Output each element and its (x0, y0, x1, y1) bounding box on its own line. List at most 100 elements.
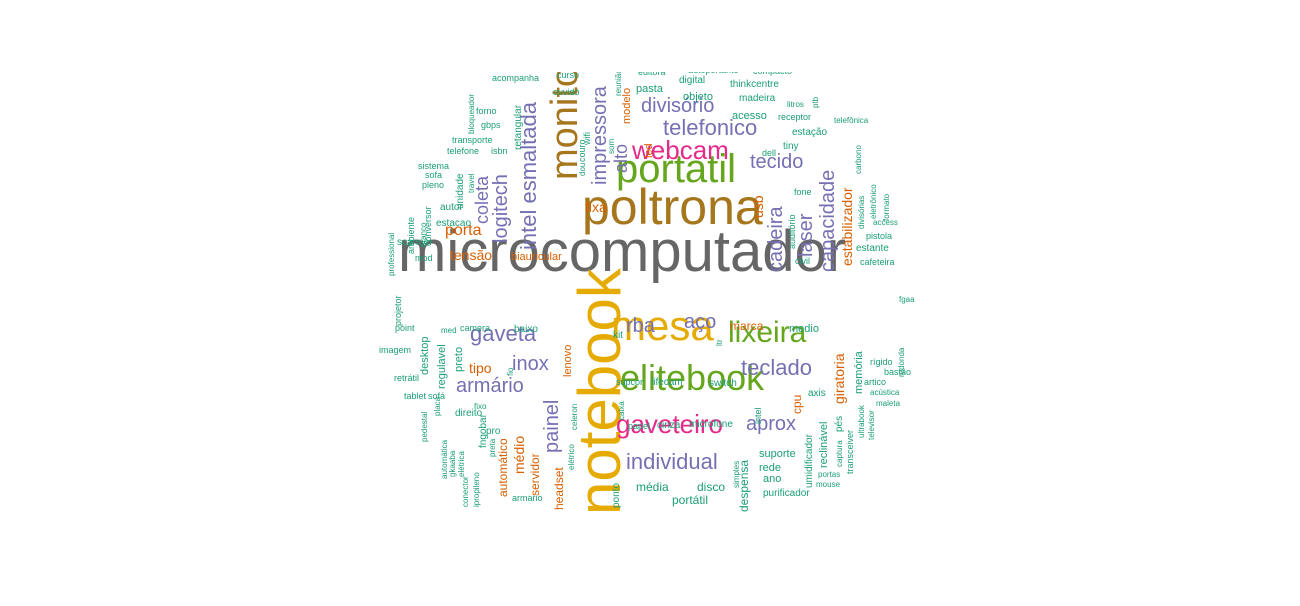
cloud-word: acústica (870, 387, 900, 397)
cloud-word: sofá (428, 391, 446, 402)
cloud-word: logitech (490, 174, 512, 243)
cloud-word: teclado (741, 354, 812, 380)
cloud-word: thinkcentre (730, 79, 779, 91)
cloud-word: biauricular (511, 251, 562, 264)
cloud-word: projetor (393, 295, 403, 326)
cloud-word: transceiver (845, 429, 855, 474)
cloud-word: digital (679, 75, 706, 87)
cloud-word: armario (512, 493, 543, 504)
cloud-word: giratoria (831, 353, 847, 404)
cloud-word: painel (541, 399, 563, 453)
cloud-word: microcomputador (398, 218, 847, 284)
cloud-word: memória (853, 351, 865, 394)
cloud-word: disco (697, 480, 726, 495)
cloud-word: intel (753, 407, 763, 424)
cloud-word: rba (626, 315, 655, 338)
cloud-word: headset (552, 467, 566, 510)
cloud-word: pés (834, 415, 845, 432)
cloud-word: axis (808, 388, 826, 400)
cloud-word: ipropileno (472, 472, 481, 507)
cloud-word: retangular (513, 104, 524, 150)
cloud-word: bloqueador (467, 93, 476, 134)
cloud-word: estante (856, 243, 889, 255)
cloud-word: cpu (790, 394, 804, 414)
cloud-word: forno (476, 106, 497, 117)
cloud-word: estação (792, 127, 828, 139)
cloud-word: portátil (672, 493, 709, 508)
cloud-word: preta (488, 438, 497, 457)
cloud-word: pasta (636, 83, 663, 96)
cloud-word: placa (433, 396, 442, 416)
cloud-word: curso (557, 72, 580, 81)
cloud-word: pedestal (420, 411, 429, 442)
cloud-word: aprox (746, 413, 797, 436)
cloud-word: civil (795, 256, 810, 267)
cloud-word: eletrônico (869, 184, 878, 219)
cloud-word: laser (795, 213, 817, 257)
cloud-word: cafeteira (860, 257, 895, 268)
cloud-word: tensão (450, 246, 493, 263)
cloud-word: ponto (611, 482, 622, 508)
cloud-word: autoportante (688, 72, 739, 75)
cloud-word: lenovo (562, 344, 574, 377)
cloud-word: aço (684, 311, 717, 334)
cloud-word: televisor (867, 410, 876, 440)
cloud-word: elitebook (620, 357, 765, 399)
cloud-word: fio (506, 367, 515, 376)
cloud-word: impressora (589, 86, 611, 185)
cloud-word: elétrica (457, 451, 466, 477)
cloud-word: compacto (753, 72, 792, 76)
cloud-word: ltr (715, 339, 724, 346)
cloud-word: cinza (657, 420, 681, 432)
cloud-word: estacao (436, 218, 472, 230)
cloud-word: editora (638, 72, 666, 78)
cloud-word: mouse (816, 479, 841, 489)
cloud-word: individual (626, 448, 718, 474)
cloud-word: média (636, 480, 669, 495)
word-cloud-area: microcomputador notebook poltrona mesa monit… (372, 72, 932, 512)
cloud-word: medio (789, 323, 819, 336)
cloud-word: purificador (763, 488, 810, 500)
cloud-word: madeira (739, 93, 776, 105)
cloud-word: caixa (617, 401, 626, 420)
cloud-word: fixa (585, 198, 607, 215)
cloud-word: sistema (418, 161, 450, 172)
cloud-word: wifi (582, 132, 592, 145)
cloud-word: gaveteiro (616, 409, 723, 440)
cloud-word: led (643, 143, 655, 158)
cloud-word: conector (461, 476, 470, 507)
cloud-word: gaveta (470, 320, 537, 346)
cloud-word: isbn (491, 146, 508, 157)
cloud-word: carbono (854, 145, 863, 174)
cloud-word: pro (486, 426, 501, 438)
cloud-word: switch (709, 378, 737, 390)
cloud-word: ambiente (406, 216, 416, 254)
cloud-word: inox (512, 353, 549, 376)
cloud-word: professional (387, 232, 396, 276)
cloud-word: mod (415, 253, 433, 264)
cloud-word: access (873, 217, 898, 227)
cloud-word: dell (762, 148, 777, 159)
cloud-word: fixo (474, 401, 487, 411)
cloud-word: fngobar (478, 414, 489, 448)
cloud-word: auditório (787, 214, 797, 249)
cloud-word: autor (440, 202, 463, 214)
cloud-word: imagem (379, 345, 412, 356)
cloud-word: usb (750, 195, 766, 218)
cloud-word: pleno (422, 180, 445, 191)
cloud-word: tecido (750, 151, 804, 174)
cloud-word: kit (613, 330, 623, 342)
cloud-word: direito (455, 408, 483, 420)
cloud-word: fgaa (899, 294, 915, 304)
cloud-word: sofa (425, 170, 443, 181)
cloud-word: lixeira (728, 315, 807, 349)
cloud-word: receptor (778, 112, 812, 123)
cloud-word: formato (882, 193, 891, 221)
cloud-word: gbps (481, 120, 501, 131)
cloud-word: ano (763, 473, 782, 486)
cloud-word: servidor (528, 453, 542, 496)
cloud-word: point (395, 323, 415, 334)
cloud-word: armário (456, 375, 524, 398)
cloud-word: portas (818, 469, 841, 479)
